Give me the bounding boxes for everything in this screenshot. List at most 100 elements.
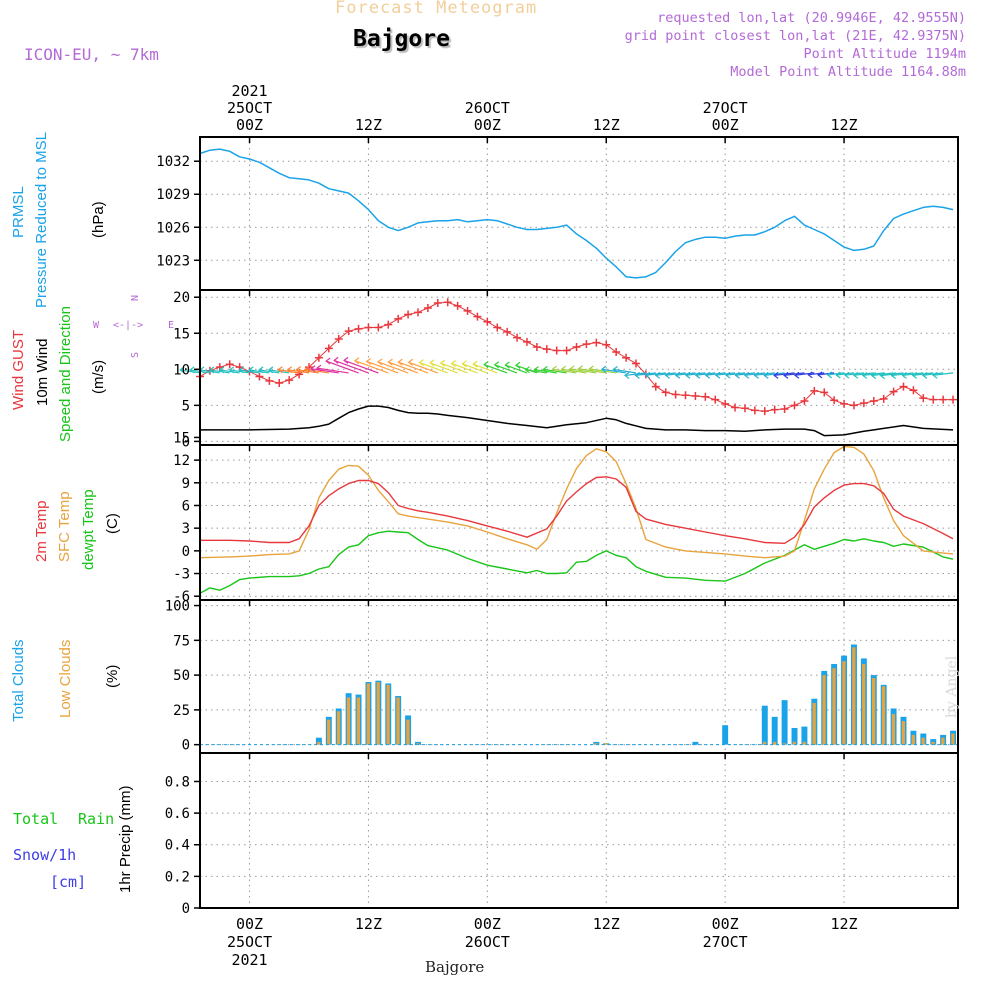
- wind-arrow-head: [304, 365, 310, 373]
- clouds-unit: (%): [104, 664, 121, 688]
- compass-north: N: [130, 294, 141, 301]
- wind-arrow: [239, 369, 260, 374]
- gust-point: [780, 404, 789, 413]
- wind-arrow: [589, 368, 617, 374]
- wind-arrow-head: [377, 358, 383, 366]
- wind-arrow-head: [267, 366, 274, 374]
- gust-point: [413, 308, 422, 317]
- model-altitude: Model Point Altitude 1164.88m: [730, 64, 966, 80]
- wind-arrow-head: [852, 371, 859, 379]
- gust-point: [889, 387, 898, 396]
- wind-dir-label: Speed and Direction: [57, 306, 74, 442]
- low-cloud-bar: [951, 733, 955, 745]
- wind-arrow: [705, 372, 726, 376]
- wind-arrow: [726, 372, 746, 376]
- gust-point: [582, 340, 591, 349]
- wind-arrow-head: [921, 371, 928, 379]
- wind-arrow: [259, 369, 280, 374]
- low-cloud-bar: [921, 737, 925, 745]
- wind-arrow: [844, 372, 864, 376]
- frame-layer: [199, 136, 959, 909]
- y-tick-label: 0.8: [165, 774, 190, 790]
- y-tick-label: 0: [182, 434, 190, 450]
- gust-point: [344, 327, 353, 336]
- gust-point: [542, 345, 551, 354]
- gust-point: [255, 372, 264, 381]
- gust-point: [879, 394, 888, 403]
- gust-point: [334, 335, 343, 344]
- wind-arrow-head: [365, 357, 372, 365]
- wind-arrow: [343, 359, 379, 374]
- y-tick-label: 12: [173, 453, 190, 469]
- low-cloud-bar: [862, 663, 866, 745]
- wind-arrow-head: [397, 358, 403, 366]
- gust-point: [939, 395, 948, 404]
- low-cloud-bar: [782, 743, 787, 745]
- gust-point: [790, 401, 799, 410]
- x-top-label: 00Z: [236, 116, 263, 134]
- point-altitude: Point Altitude 1194m: [803, 46, 966, 62]
- x-bottom-label: 25OCT: [227, 933, 272, 951]
- wind-arrow-head: [248, 366, 254, 374]
- temp-unit: (C): [104, 513, 121, 534]
- dewpt-label: dewpt Temp: [80, 489, 97, 570]
- wind-arrow-head: [714, 371, 721, 379]
- y-tick-label: 1032: [156, 154, 190, 170]
- total-cloud-bar: [771, 716, 778, 745]
- y-tick-label: 20: [173, 290, 190, 306]
- wind-arrow: [645, 372, 666, 376]
- x-top-label: 12Z: [831, 116, 858, 134]
- wind-arrow: [408, 361, 439, 374]
- gust-point: [404, 310, 413, 319]
- wind-arrow: [451, 362, 478, 374]
- low-cloud-bar: [772, 741, 777, 745]
- wind-arrow-head: [932, 371, 938, 379]
- wind-arrow: [635, 372, 656, 376]
- wind-arrow-head: [807, 371, 813, 379]
- wind-arrow-head: [439, 359, 446, 367]
- total-rain-label-total: Total: [13, 810, 59, 828]
- wind-arrow-head: [277, 366, 283, 374]
- wind-arrow: [808, 372, 825, 376]
- wind-arrow: [695, 372, 716, 376]
- x-bottom-label: 2021: [231, 951, 267, 969]
- gust-point: [631, 359, 640, 368]
- total-cloud-bar: [801, 726, 808, 745]
- y-tick-label: 0: [182, 901, 190, 917]
- wind-arrow: [209, 369, 230, 374]
- wind-arrow-head: [783, 371, 789, 379]
- wind-arrow: [715, 372, 736, 376]
- x-bottom-label: 00Z: [712, 915, 739, 933]
- gust-point: [374, 323, 383, 332]
- gust-point: [899, 382, 908, 391]
- gust-point: [770, 405, 779, 414]
- wind-arrow: [219, 369, 240, 374]
- wind-arrow: [366, 360, 399, 374]
- wind-arrow: [880, 372, 904, 377]
- wind-arrow-head: [901, 371, 907, 379]
- wind-10m-label: 10m Wind: [34, 338, 51, 406]
- grid-layer: [200, 137, 958, 908]
- total-cloud-bar: [315, 737, 322, 745]
- gust-point: [909, 386, 918, 395]
- wind-arrow-head: [763, 371, 769, 379]
- model-label: ICON-EU, ~ 7km: [24, 45, 159, 64]
- snow-label: Snow/1h: [13, 846, 77, 864]
- sfc-temp-label: SFC Temp: [56, 491, 73, 562]
- wind-arrow-head: [286, 366, 293, 374]
- gridpoint-coords: grid point closest lon,lat (21E, 42.9375…: [624, 28, 966, 44]
- wind-arrow-head: [577, 365, 583, 373]
- y-tick-label: 0.2: [165, 869, 190, 885]
- t2m-line: [200, 476, 954, 544]
- wind-arrow: [398, 361, 429, 374]
- gust-point: [701, 392, 710, 401]
- total-cloud-bar: [781, 700, 788, 745]
- wind-arrow: [483, 363, 508, 374]
- y-tick-label: 0.4: [165, 838, 190, 854]
- wind-arrow: [902, 372, 924, 377]
- low-cloud-bar: [802, 741, 806, 745]
- wind-arrow-head: [450, 359, 456, 367]
- gust-point: [859, 399, 868, 408]
- wind-arrow-head: [664, 371, 671, 379]
